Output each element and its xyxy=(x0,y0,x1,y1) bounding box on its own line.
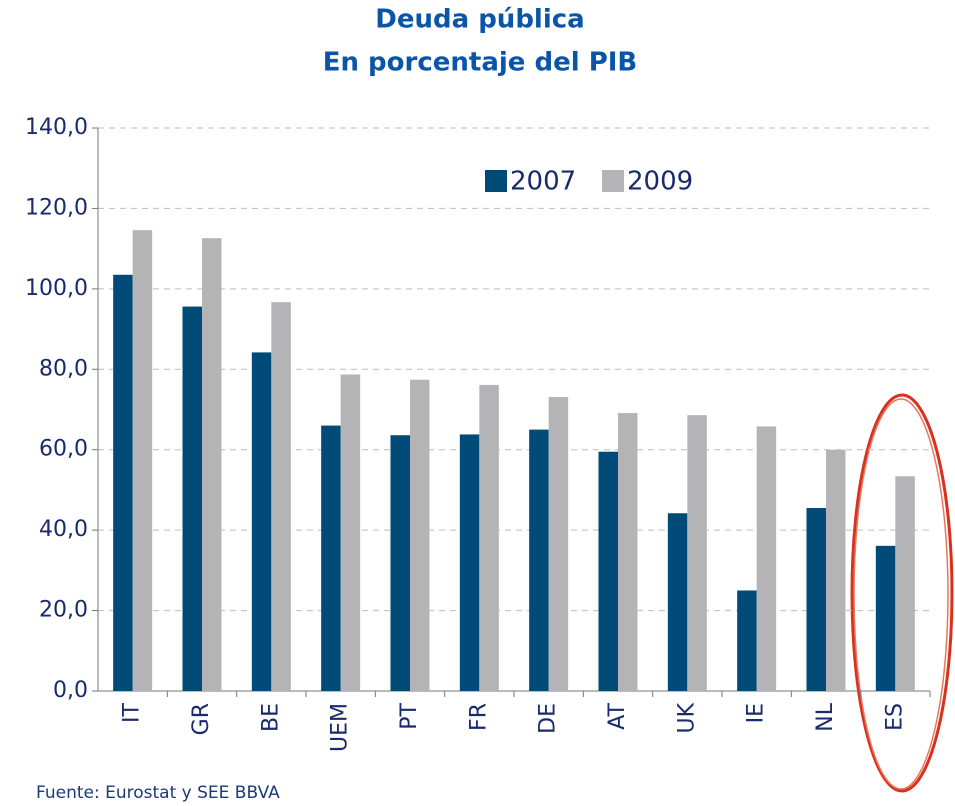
bar xyxy=(875,545,896,691)
bar xyxy=(667,513,688,691)
bar xyxy=(826,449,846,691)
x-tick-label: NL xyxy=(813,702,838,731)
bar xyxy=(459,434,480,691)
y-tick-label: 40,0 xyxy=(39,517,88,542)
bar xyxy=(132,230,153,691)
bar xyxy=(756,426,777,691)
x-tick-label: AT xyxy=(605,702,630,729)
x-tick-label: ES xyxy=(882,703,907,731)
bar xyxy=(271,302,291,691)
y-tick-label: 0,0 xyxy=(53,678,88,703)
bar xyxy=(618,413,638,691)
x-tick-label: FR xyxy=(466,703,491,731)
source-note: Fuente: Eurostat y SEE BBVA xyxy=(36,783,280,802)
chart-title: Deuda pública xyxy=(375,5,584,35)
x-tick-label: DE xyxy=(536,703,561,734)
y-tick-label: 120,0 xyxy=(25,195,88,220)
x-tick-label: UK xyxy=(674,702,699,733)
bar xyxy=(895,476,915,691)
bar xyxy=(529,429,549,691)
legend-label: 2007 xyxy=(510,167,576,197)
y-tick-label: 20,0 xyxy=(39,598,88,623)
bar xyxy=(598,451,618,691)
bar xyxy=(390,435,410,691)
y-tick-label: 60,0 xyxy=(39,437,88,462)
y-tick-label: 80,0 xyxy=(39,356,88,381)
chart-subtitle: En porcentaje del PIB xyxy=(323,48,638,78)
x-tick-label: PT xyxy=(397,702,422,729)
bar xyxy=(737,590,757,691)
bar xyxy=(182,306,202,691)
bar xyxy=(479,384,499,691)
bar xyxy=(410,379,430,691)
bar xyxy=(548,397,569,691)
x-tick-label: IT xyxy=(120,702,145,722)
x-tick-label: IE xyxy=(744,703,769,723)
bar xyxy=(340,374,361,691)
x-tick-label: UEM xyxy=(328,703,353,752)
legend-swatch xyxy=(602,170,624,192)
x-tick-label: BE xyxy=(258,703,283,732)
bar xyxy=(806,508,826,691)
legend-swatch xyxy=(485,170,507,192)
y-tick-label: 100,0 xyxy=(25,276,88,301)
bar xyxy=(321,425,341,691)
highlight-ellipse xyxy=(853,398,949,790)
bar xyxy=(251,352,272,691)
bar xyxy=(113,274,133,691)
bar xyxy=(202,238,222,692)
highlight-ellipse xyxy=(850,393,954,793)
legend-label: 2009 xyxy=(627,167,693,197)
bar xyxy=(687,415,707,691)
y-tick-label: 140,0 xyxy=(25,115,88,140)
x-tick-label: GR xyxy=(189,703,214,735)
